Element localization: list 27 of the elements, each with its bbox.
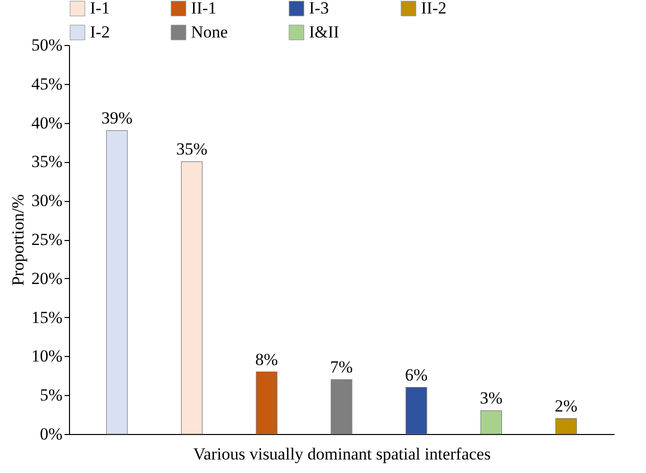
y-tick-label: 15% [31, 308, 62, 327]
data-label: 39% [101, 108, 132, 128]
legend-label: I-3 [309, 0, 329, 18]
data-label: 2% [554, 396, 578, 416]
y-tick-label: 25% [31, 230, 62, 249]
y-axis-title: Proportion/% [8, 194, 28, 286]
y-tick-label: 45% [31, 74, 62, 94]
x-axis-title: Various visually dominant spatial interfaces [193, 444, 491, 464]
legend-label: I-1 [90, 0, 110, 18]
data-label: 6% [405, 365, 428, 384]
y-tick-label: 50% [31, 36, 62, 54]
data-label: 8% [255, 350, 278, 369]
data-label: 3% [480, 388, 503, 408]
legend-label: None [191, 22, 228, 42]
legend-label: I&II [309, 22, 340, 42]
y-tick-label: 5% [40, 386, 62, 405]
legend-label: II-2 [421, 0, 446, 18]
legend-label: I-2 [90, 22, 110, 42]
y-tick-label: 40% [31, 113, 62, 132]
y-tick-label: 30% [31, 191, 62, 210]
y-tick-label: 20% [31, 268, 62, 288]
y-tick-label: 35% [31, 152, 62, 172]
legend-label: II-1 [191, 0, 216, 18]
data-label: 35% [176, 140, 208, 159]
y-tick-label: 0% [40, 424, 62, 444]
y-tick-label: 10% [31, 346, 62, 366]
data-label: 7% [330, 358, 353, 377]
